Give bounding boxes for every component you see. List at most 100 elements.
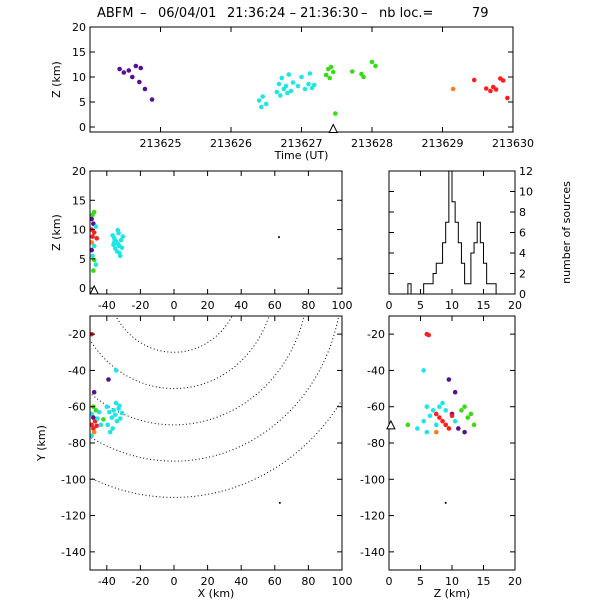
data-point bbox=[90, 240, 94, 245]
x-tick-label: 20 bbox=[201, 299, 215, 312]
y-tick-label: -80 bbox=[68, 437, 86, 450]
data-point bbox=[101, 417, 106, 422]
station-triangle-icon bbox=[328, 123, 339, 133]
figure-title-time-range: 21:36:24 – 21:36:30 bbox=[227, 6, 359, 21]
data-point bbox=[115, 227, 121, 233]
data-point bbox=[488, 88, 493, 94]
x-tick-label: 0 bbox=[386, 575, 393, 588]
data-point bbox=[90, 253, 95, 259]
y-tick-label: 10 bbox=[519, 186, 533, 199]
x-tick-label: -20 bbox=[131, 299, 149, 312]
data-point bbox=[462, 404, 467, 410]
title-dash-1: – bbox=[140, 6, 147, 21]
x-axis-label: Time (UT) bbox=[274, 149, 329, 162]
data-point bbox=[426, 332, 431, 338]
figure-title-date: 06/04/01 bbox=[158, 6, 216, 21]
data-point bbox=[109, 415, 115, 420]
data-point bbox=[361, 74, 366, 80]
range-ring-120km bbox=[90, 398, 342, 498]
x-tick-label: 213628 bbox=[351, 137, 393, 150]
x-tick-label: 60 bbox=[268, 575, 282, 588]
data-point bbox=[96, 409, 102, 415]
data-point bbox=[323, 72, 329, 78]
data-point bbox=[505, 95, 510, 101]
y-tick-label: 0 bbox=[79, 121, 86, 134]
data-point bbox=[111, 408, 116, 413]
data-point bbox=[112, 239, 117, 245]
data-point bbox=[290, 80, 296, 85]
data-point bbox=[138, 65, 144, 71]
plot-frame bbox=[388, 315, 516, 571]
data-point bbox=[283, 83, 289, 89]
data-point bbox=[427, 413, 433, 419]
data-point bbox=[91, 209, 97, 215]
x-tick-label: 10 bbox=[445, 575, 459, 588]
y-tick-label: 12 bbox=[519, 165, 533, 178]
data-point bbox=[90, 247, 94, 253]
x-tick-label: 213626 bbox=[210, 137, 252, 150]
range-ring-80km bbox=[90, 316, 305, 426]
data-point bbox=[307, 71, 313, 76]
data-point bbox=[430, 408, 436, 413]
y-tick-label: 8 bbox=[519, 206, 526, 219]
x-tick-label: 5 bbox=[417, 575, 424, 588]
data-point bbox=[133, 63, 139, 69]
figure-title-prefix: ABFM bbox=[97, 6, 134, 21]
data-point bbox=[107, 409, 112, 415]
y-tick-label: -100 bbox=[360, 473, 385, 486]
y-axis-label: number of sources bbox=[560, 181, 573, 284]
data-point bbox=[306, 81, 311, 87]
data-point bbox=[278, 236, 280, 239]
data-point bbox=[333, 111, 338, 116]
data-point bbox=[119, 410, 125, 416]
panel-x-height: -40 -20 0 20 40 60 80 100 0 5 10 15 20 Z (km) bbox=[50, 165, 353, 312]
panel-time-height: 213625 213626 213627 213628 213629 213630 0 5 10… bbox=[50, 21, 534, 162]
data-point bbox=[302, 86, 308, 92]
data-point bbox=[117, 66, 122, 72]
x-tick-label: 80 bbox=[301, 575, 315, 588]
data-point bbox=[91, 389, 97, 395]
y-tick-label: 6 bbox=[519, 227, 526, 240]
y-axis-label: Z (km) bbox=[50, 214, 63, 251]
x-tick-label: 20 bbox=[201, 575, 215, 588]
x-tick-label: 40 bbox=[234, 299, 248, 312]
y-tick-label: 0 bbox=[519, 288, 526, 301]
plot-frame bbox=[89, 170, 343, 295]
data-point bbox=[112, 412, 118, 418]
y-tick-label: -80 bbox=[367, 437, 385, 450]
data-point bbox=[440, 400, 445, 406]
y-tick-label: -20 bbox=[68, 328, 86, 341]
x-tick-label: 213625 bbox=[140, 137, 182, 150]
data-point bbox=[95, 416, 100, 421]
x-tick-label: -20 bbox=[131, 575, 149, 588]
data-point bbox=[276, 81, 282, 87]
data-point bbox=[424, 429, 430, 435]
x-tick-label: 100 bbox=[332, 575, 353, 588]
data-point bbox=[278, 501, 281, 504]
data-point bbox=[98, 422, 104, 428]
x-tick-label: 0 bbox=[386, 299, 393, 312]
data-point bbox=[118, 237, 124, 243]
data-point bbox=[107, 429, 113, 435]
data-point bbox=[471, 77, 477, 83]
y-tick-label: -60 bbox=[367, 401, 385, 414]
x-tick-label: 15 bbox=[477, 299, 491, 312]
data-point bbox=[278, 93, 283, 98]
data-point bbox=[446, 377, 452, 382]
data-point bbox=[90, 433, 94, 439]
data-point bbox=[117, 403, 122, 409]
data-point bbox=[93, 262, 99, 268]
data-point bbox=[452, 389, 458, 395]
x-tick-label: 20 bbox=[508, 575, 522, 588]
data-point bbox=[130, 74, 135, 80]
data-point bbox=[443, 422, 449, 428]
x-tick-label: 213629 bbox=[422, 137, 464, 150]
data-point bbox=[137, 79, 142, 85]
x-tick-label: -40 bbox=[98, 299, 116, 312]
x-axis-label: X (km) bbox=[198, 587, 235, 600]
data-point bbox=[90, 422, 94, 428]
data-point bbox=[311, 82, 317, 88]
data-point bbox=[126, 68, 132, 73]
figure-title-loc-count: 79 bbox=[472, 6, 489, 21]
